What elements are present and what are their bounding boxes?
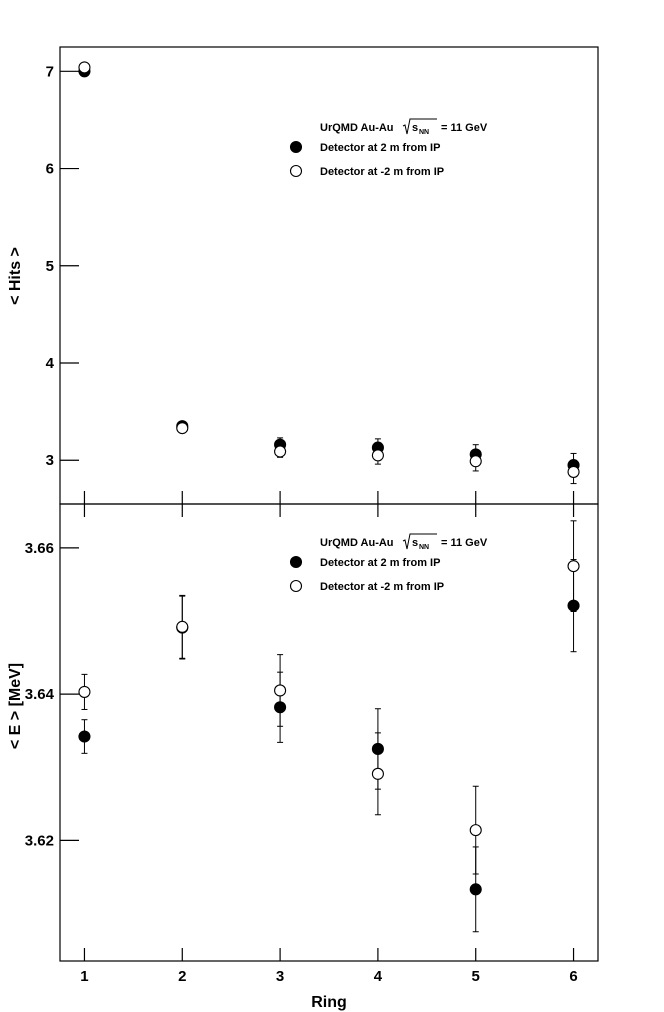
legend-title-subscript: NN (419, 129, 429, 136)
y-tick-label: 6 (46, 161, 54, 178)
legend-entry: Detector at -2 m from IP (320, 166, 444, 178)
legend-marker (289, 555, 303, 569)
legend-entry: Detector at -2 m from IP (320, 581, 444, 593)
x-tick-label: 5 (472, 968, 480, 985)
data-point-open (274, 445, 287, 458)
data-point-open (567, 560, 580, 573)
x-tick-label: 6 (569, 968, 577, 985)
y-tick-label: 3.64 (25, 686, 55, 703)
data-point-open (469, 824, 482, 837)
y-tick-label: 5 (46, 258, 54, 275)
legend-marker (289, 164, 303, 178)
legend-title-suffix: = 11 GeV (441, 537, 488, 549)
data-point-filled (78, 730, 91, 743)
data-point-open (78, 61, 91, 74)
sqrt-symbol (402, 533, 437, 550)
data-point-open (274, 684, 287, 697)
plot-frame (59, 46, 599, 505)
data-point-open (469, 455, 482, 468)
y-tick-label: 4 (46, 355, 55, 372)
legend-title-symbol: s (412, 537, 418, 549)
data-point-open (567, 465, 580, 478)
data-point-open (176, 422, 189, 435)
legend-entry: Detector at 2 m from IP (320, 142, 440, 154)
y-tick-label: 7 (46, 63, 54, 80)
legend-marker (289, 140, 303, 154)
y-tick-label: 3.66 (25, 540, 54, 557)
data-point-open (371, 767, 384, 780)
x-axis-title: Ring (311, 994, 347, 1011)
y-axis-title: < E > [MeV] (7, 663, 24, 749)
x-tick-label: 1 (80, 968, 88, 985)
x-tick-label: 4 (374, 968, 383, 985)
legend-title-symbol: s (412, 122, 418, 134)
sqrt-symbol (402, 118, 437, 135)
y-tick-label: 3 (46, 452, 54, 469)
legend-title-suffix: = 11 GeV (441, 122, 488, 134)
data-point-filled (469, 883, 482, 896)
data-point-open (176, 620, 189, 633)
legend-title-subscript: NN (419, 544, 429, 551)
legend-marker (289, 579, 303, 593)
legend-title: UrQMD Au-Au (320, 122, 394, 134)
y-axis-title: < Hits > (7, 247, 24, 305)
x-tick-label: 2 (178, 968, 186, 985)
legend-title: UrQMD Au-Au (320, 537, 394, 549)
energy-panel: 3.62 3.64 3.66 1 2 3 4 5 6 < E > [MeV] Ring UrQMD A… (7, 503, 599, 1011)
plot-frame (59, 503, 599, 962)
x-tick-label: 3 (276, 968, 284, 985)
data-point-open (78, 685, 91, 698)
legend-entry: Detector at 2 m from IP (320, 557, 440, 569)
y-tick-label: 3.62 (25, 832, 54, 849)
data-point-open (371, 449, 384, 462)
